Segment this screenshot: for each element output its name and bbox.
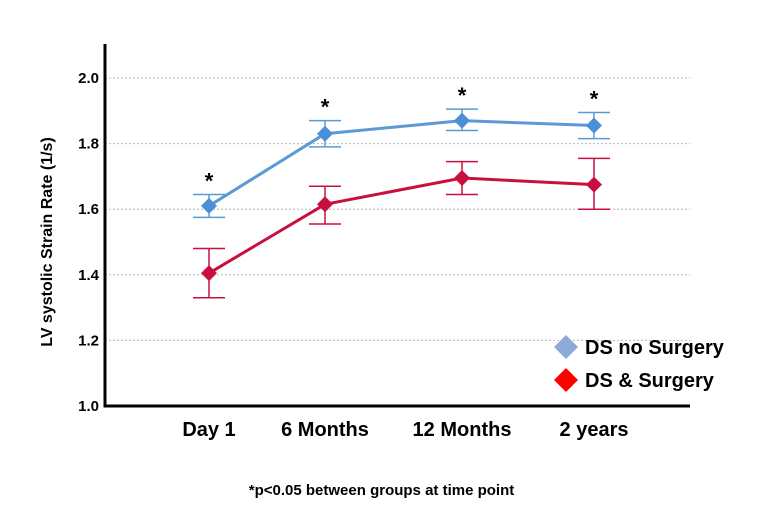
x-tick-label: 12 Months	[413, 419, 512, 441]
y-axis-label: LV systolic Strain Rate (1/s)	[39, 137, 56, 347]
data-series	[193, 108, 610, 299]
series-line	[208, 119, 595, 208]
x-tick-label: Day 1	[182, 419, 235, 441]
data-point	[454, 112, 470, 129]
legend-label: DS & Surgery	[585, 370, 715, 392]
legend: DS no Surgery DS & Surgery	[554, 335, 725, 392]
significance-star: *	[205, 168, 214, 193]
footnote: *p<0.05 between groups at time point	[248, 482, 515, 499]
data-point	[586, 176, 602, 193]
y-tick-label: 1.8	[78, 136, 99, 153]
significance-markers: * * * *	[205, 83, 599, 193]
y-tick-label: 1.4	[78, 267, 100, 284]
data-point	[201, 265, 217, 282]
x-tick-labels: Day 1 6 Months 12 Months 2 years	[182, 419, 628, 441]
x-tick-label: 6 Months	[281, 419, 369, 441]
significance-star: *	[590, 86, 599, 111]
y-tick-label: 1.0	[78, 398, 99, 415]
y-tick-label: 2.0	[78, 70, 99, 87]
data-point	[317, 196, 333, 213]
legend-marker	[554, 335, 578, 359]
y-tick-label: 1.6	[78, 201, 99, 218]
data-point	[454, 170, 470, 187]
data-point	[201, 197, 217, 214]
legend-marker	[554, 368, 578, 392]
line-chart: 1.0 1.2 1.4 1.6 1.8 2.0 Day 1 6 Months 12 Month…	[39, 44, 725, 441]
significance-star: *	[321, 95, 330, 120]
data-point	[586, 117, 602, 134]
series-1	[193, 108, 610, 219]
legend-label: DS no Surgery	[585, 337, 725, 359]
series-2	[193, 157, 610, 299]
y-tick-label: 1.2	[78, 332, 99, 349]
significance-star: *	[458, 83, 467, 108]
y-tick-labels: 1.0 1.2 1.4 1.6 1.8 2.0	[78, 70, 100, 415]
data-point	[317, 125, 333, 142]
gridlines	[105, 77, 690, 341]
axes	[103, 44, 690, 408]
series-line	[208, 176, 595, 275]
x-tick-label: 2 years	[560, 419, 629, 441]
